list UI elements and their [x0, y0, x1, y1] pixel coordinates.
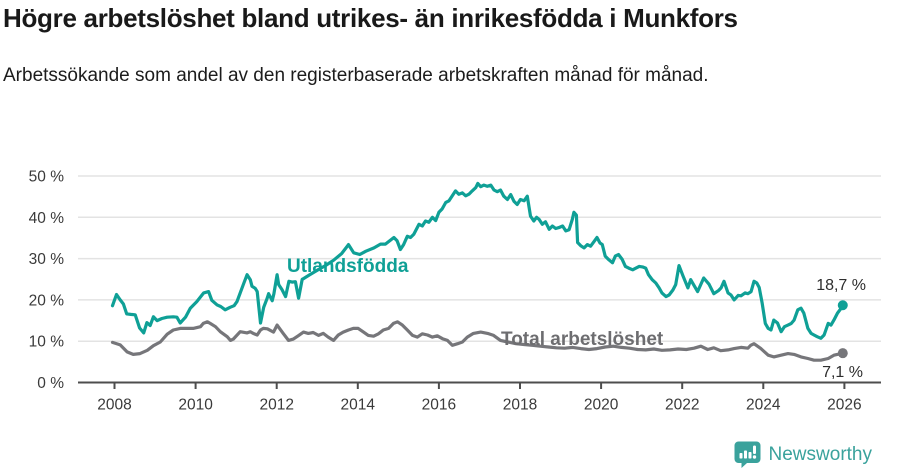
x-tick-label-2022: 2022 — [665, 397, 699, 414]
x-tick-label-2014: 2014 — [341, 397, 376, 414]
series-label-1: Total arbetslöshet — [501, 329, 664, 350]
y-tick-label-40: 40 % — [29, 210, 65, 227]
series-end-value-0: 18,7 % — [816, 277, 866, 294]
y-tick-label-20: 20 % — [29, 292, 65, 309]
x-tick-label-2026: 2026 — [827, 397, 861, 414]
x-tick-label-2012: 2012 — [259, 397, 293, 414]
series-end-dot-1 — [837, 348, 848, 359]
x-tick-label-2008: 2008 — [97, 397, 131, 414]
series-end-dot-0 — [837, 300, 848, 311]
y-tick-label-30: 30 % — [29, 251, 65, 268]
x-tick-label-2010: 2010 — [178, 397, 213, 414]
series-line-1 — [110, 320, 845, 362]
x-tick-label-2018: 2018 — [503, 397, 537, 414]
x-tick-label-2024: 2024 — [746, 397, 781, 414]
series-line-0 — [110, 181, 845, 340]
y-tick-label-0: 0 % — [37, 375, 64, 392]
page-title: Högre arbetslöshet bland utrikes- än inr… — [3, 3, 738, 33]
series-label-0: Utlandsfödda — [287, 256, 409, 277]
chart-subtitle: Arbetssökande som andel av den registerb… — [3, 65, 709, 86]
y-tick-label-10: 10 % — [29, 334, 65, 351]
x-tick-label-2016: 2016 — [422, 397, 456, 414]
newsworthy-logo-icon — [734, 441, 761, 468]
brand-footer: Newsworthy — [733, 440, 872, 469]
series-end-value-1: 7,1 % — [822, 364, 863, 381]
y-tick-label-50: 50 % — [29, 169, 65, 186]
x-tick-label-2020: 2020 — [584, 397, 619, 414]
brand-name: Newsworthy — [768, 443, 872, 465]
